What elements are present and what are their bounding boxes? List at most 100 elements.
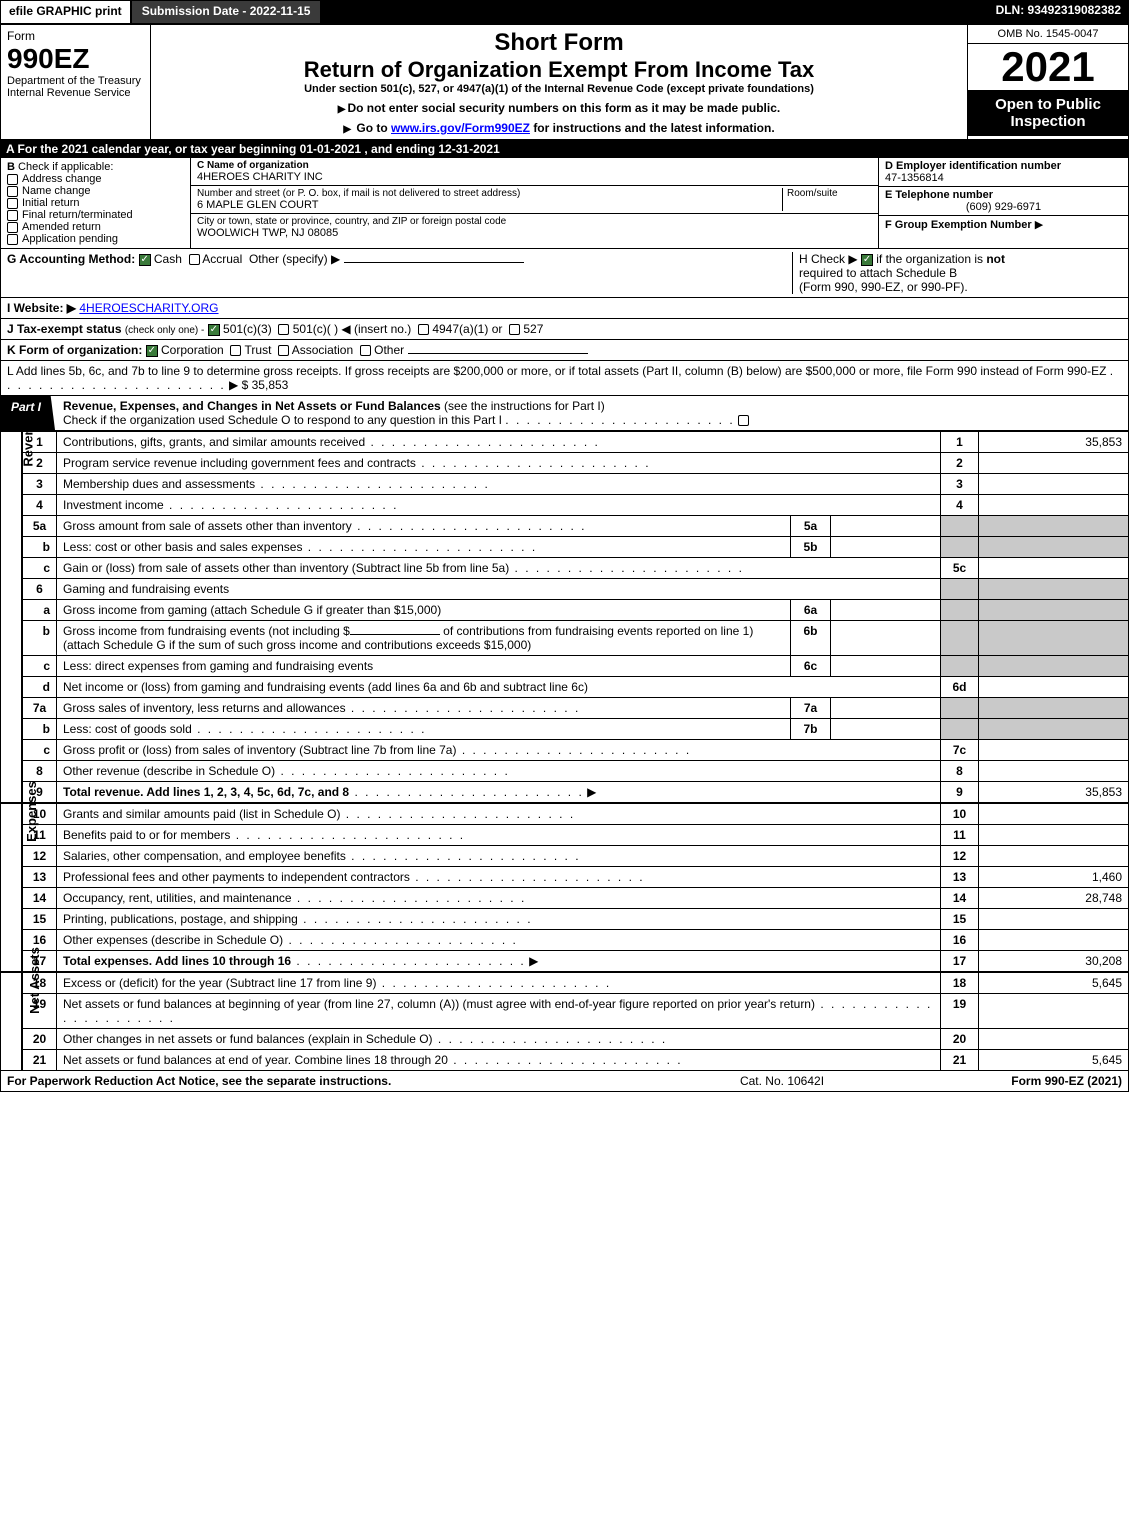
- ln-5a-mval[interactable]: [831, 516, 941, 537]
- part1-header: Part I Revenue, Expenses, and Changes in…: [0, 396, 1129, 431]
- ln-1-r: 1: [941, 432, 979, 453]
- netassets-section: Net Assets 18Excess or (deficit) for the…: [0, 972, 1129, 1071]
- revenue-table: 1 Contributions, gifts, grants, and simil…: [22, 431, 1129, 803]
- j-o4: 527: [523, 322, 543, 336]
- table-row: 19Net assets or fund balances at beginni…: [23, 994, 1129, 1029]
- ln-8-num: 8: [23, 761, 57, 782]
- ln-13-r: 13: [941, 867, 979, 888]
- g-cash: Cash: [154, 252, 182, 266]
- table-row: 14Occupancy, rent, utilities, and mainte…: [23, 888, 1129, 909]
- ln-20-num: 20: [23, 1029, 57, 1050]
- ln-13-desc: Professional fees and other payments to …: [63, 870, 410, 884]
- chk-4947[interactable]: [418, 324, 429, 335]
- table-row: 8Other revenue (describe in Schedule O)8: [23, 761, 1129, 782]
- ln-8-amt: [979, 761, 1129, 782]
- c-addr-label: Number and street (or P. O. box, if mail…: [197, 188, 782, 199]
- footer-right-pre: Form: [1011, 1074, 1044, 1088]
- ln-8-desc: Other revenue (describe in Schedule O): [63, 764, 275, 778]
- ln-7a-mval[interactable]: [831, 698, 941, 719]
- ln-3-num: 3: [23, 474, 57, 495]
- opt-application-pending: Application pending: [22, 233, 118, 245]
- table-row: 20Other changes in net assets or fund ba…: [23, 1029, 1129, 1050]
- opt-initial-return: Initial return: [22, 197, 79, 209]
- ln-5b-m: 5b: [791, 537, 831, 558]
- chk-scho[interactable]: [738, 415, 749, 426]
- ln-7b-m: 7b: [791, 719, 831, 740]
- ln-15-r: 15: [941, 909, 979, 930]
- table-row: bGross income from fundraising events (n…: [23, 621, 1129, 656]
- chk-initial-return[interactable]: [7, 198, 18, 209]
- chk-h[interactable]: [861, 254, 873, 266]
- k-other-blank[interactable]: [408, 353, 588, 354]
- k-other: Other: [374, 343, 404, 357]
- ln-15-amt: [979, 909, 1129, 930]
- irs-label: Internal Revenue Service: [7, 87, 144, 99]
- ln-6c-mval[interactable]: [831, 656, 941, 677]
- b-check-label: Check if applicable:: [18, 161, 113, 173]
- ln-6a-m: 6a: [791, 600, 831, 621]
- g-other-blank[interactable]: [344, 262, 524, 263]
- ln-6-desc: Gaming and fundraising events: [57, 579, 941, 600]
- website-link[interactable]: 4HEROESCHARITY.ORG: [79, 301, 218, 315]
- chk-application-pending[interactable]: [7, 234, 18, 245]
- irs-link[interactable]: www.irs.gov/Form990EZ: [391, 121, 530, 135]
- opt-amended-return: Amended return: [22, 221, 101, 233]
- top-bar: efile GRAPHIC print Submission Date - 20…: [0, 0, 1129, 24]
- chk-501c3[interactable]: [208, 324, 220, 336]
- short-form-title: Short Form: [157, 29, 961, 57]
- ln-7c-num: c: [23, 740, 57, 761]
- revenue-section: Revenue 1 Contributions, gifts, grants, a…: [0, 431, 1129, 803]
- j-o1: 501(c)(3): [223, 322, 272, 336]
- chk-other-org[interactable]: [360, 345, 371, 356]
- ln-19-r: 19: [941, 994, 979, 1029]
- chk-name-change[interactable]: [7, 186, 18, 197]
- chk-accrual[interactable]: [189, 254, 200, 265]
- ln-5b-mval[interactable]: [831, 537, 941, 558]
- l-arrow-icon: ▶: [229, 378, 238, 392]
- ln-3-r: 3: [941, 474, 979, 495]
- opt-address-change: Address change: [22, 173, 102, 185]
- part1-dots: [505, 413, 734, 427]
- ln-12-amt: [979, 846, 1129, 867]
- ln-9-amt: 35,853: [979, 782, 1129, 803]
- ln-21-amt: 5,645: [979, 1050, 1129, 1071]
- ln-6a-desc: Gross income from gaming (attach Schedul…: [63, 603, 441, 617]
- ln-6a-mval[interactable]: [831, 600, 941, 621]
- c-name-label: C Name of organization: [197, 160, 872, 171]
- ln-5c-r: 5c: [941, 558, 979, 579]
- chk-cash[interactable]: [139, 254, 151, 266]
- chk-corp[interactable]: [146, 345, 158, 357]
- revenue-side-label: Revenue: [0, 431, 22, 803]
- l-text: L Add lines 5b, 6c, and 7b to line 9 to …: [7, 364, 1106, 378]
- ln-6b-blank[interactable]: [350, 634, 440, 635]
- ln-7b-mval[interactable]: [831, 719, 941, 740]
- footer-catno: Cat. No. 10642I: [642, 1074, 922, 1088]
- chk-527[interactable]: [509, 324, 520, 335]
- ln-6b-mval[interactable]: [831, 621, 941, 656]
- chk-amended-return[interactable]: [7, 222, 18, 233]
- chk-final-return[interactable]: [7, 210, 18, 221]
- k-assoc: Association: [292, 343, 353, 357]
- chk-trust[interactable]: [230, 345, 241, 356]
- table-row: 10Grants and similar amounts paid (list …: [23, 804, 1129, 825]
- ln-6d-desc: Net income or (loss) from gaming and fun…: [63, 680, 588, 694]
- ln-5a-agray: [979, 516, 1129, 537]
- ln-6d-num: d: [23, 677, 57, 698]
- efile-print-label[interactable]: efile GRAPHIC print: [0, 0, 131, 24]
- chk-assoc[interactable]: [278, 345, 289, 356]
- ln-1-desc: Contributions, gifts, grants, and simila…: [63, 435, 365, 449]
- table-row: 15Printing, publications, postage, and s…: [23, 909, 1129, 930]
- ln-11-amt: [979, 825, 1129, 846]
- ln-2-r: 2: [941, 453, 979, 474]
- chk-address-change[interactable]: [7, 174, 18, 185]
- row-i: I Website: ▶ 4HEROESCHARITY.ORG: [0, 298, 1129, 319]
- ln-7a-num: 7a: [23, 698, 57, 719]
- ln-21-desc: Net assets or fund balances at end of ye…: [63, 1053, 448, 1067]
- ln-12-num: 12: [23, 846, 57, 867]
- ln-21-r: 21: [941, 1050, 979, 1071]
- footer-right-bold: 990-EZ: [1045, 1074, 1084, 1088]
- h-if: if the organization is: [876, 252, 983, 266]
- ln-14-num: 14: [23, 888, 57, 909]
- chk-501c[interactable]: [278, 324, 289, 335]
- table-row: 1 Contributions, gifts, grants, and simil…: [23, 432, 1129, 453]
